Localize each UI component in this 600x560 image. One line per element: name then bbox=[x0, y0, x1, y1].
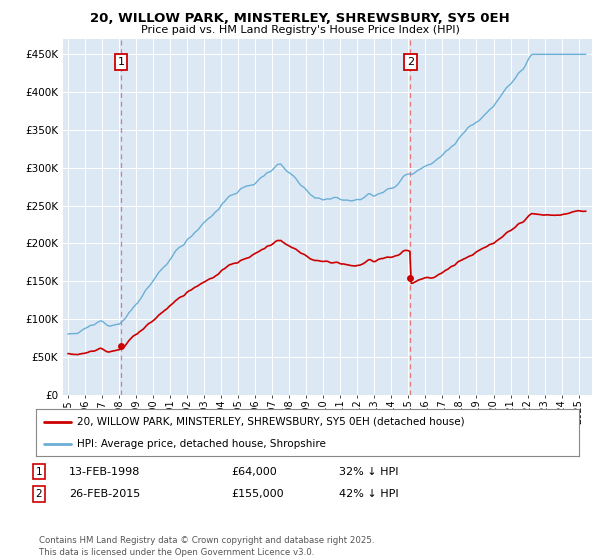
Text: 42% ↓ HPI: 42% ↓ HPI bbox=[339, 489, 398, 499]
Text: HPI: Average price, detached house, Shropshire: HPI: Average price, detached house, Shro… bbox=[77, 438, 326, 449]
Text: 2: 2 bbox=[407, 57, 414, 67]
Text: £155,000: £155,000 bbox=[231, 489, 284, 499]
Text: Contains HM Land Registry data © Crown copyright and database right 2025.
This d: Contains HM Land Registry data © Crown c… bbox=[39, 536, 374, 557]
Text: 13-FEB-1998: 13-FEB-1998 bbox=[69, 466, 140, 477]
Text: 1: 1 bbox=[35, 466, 43, 477]
Text: 20, WILLOW PARK, MINSTERLEY, SHREWSBURY, SY5 0EH: 20, WILLOW PARK, MINSTERLEY, SHREWSBURY,… bbox=[90, 12, 510, 25]
Text: 32% ↓ HPI: 32% ↓ HPI bbox=[339, 466, 398, 477]
Text: Price paid vs. HM Land Registry's House Price Index (HPI): Price paid vs. HM Land Registry's House … bbox=[140, 25, 460, 35]
Text: 26-FEB-2015: 26-FEB-2015 bbox=[69, 489, 140, 499]
Text: 1: 1 bbox=[118, 57, 125, 67]
Text: 20, WILLOW PARK, MINSTERLEY, SHREWSBURY, SY5 0EH (detached house): 20, WILLOW PARK, MINSTERLEY, SHREWSBURY,… bbox=[77, 417, 464, 427]
Text: 2: 2 bbox=[35, 489, 43, 499]
Text: £64,000: £64,000 bbox=[231, 466, 277, 477]
